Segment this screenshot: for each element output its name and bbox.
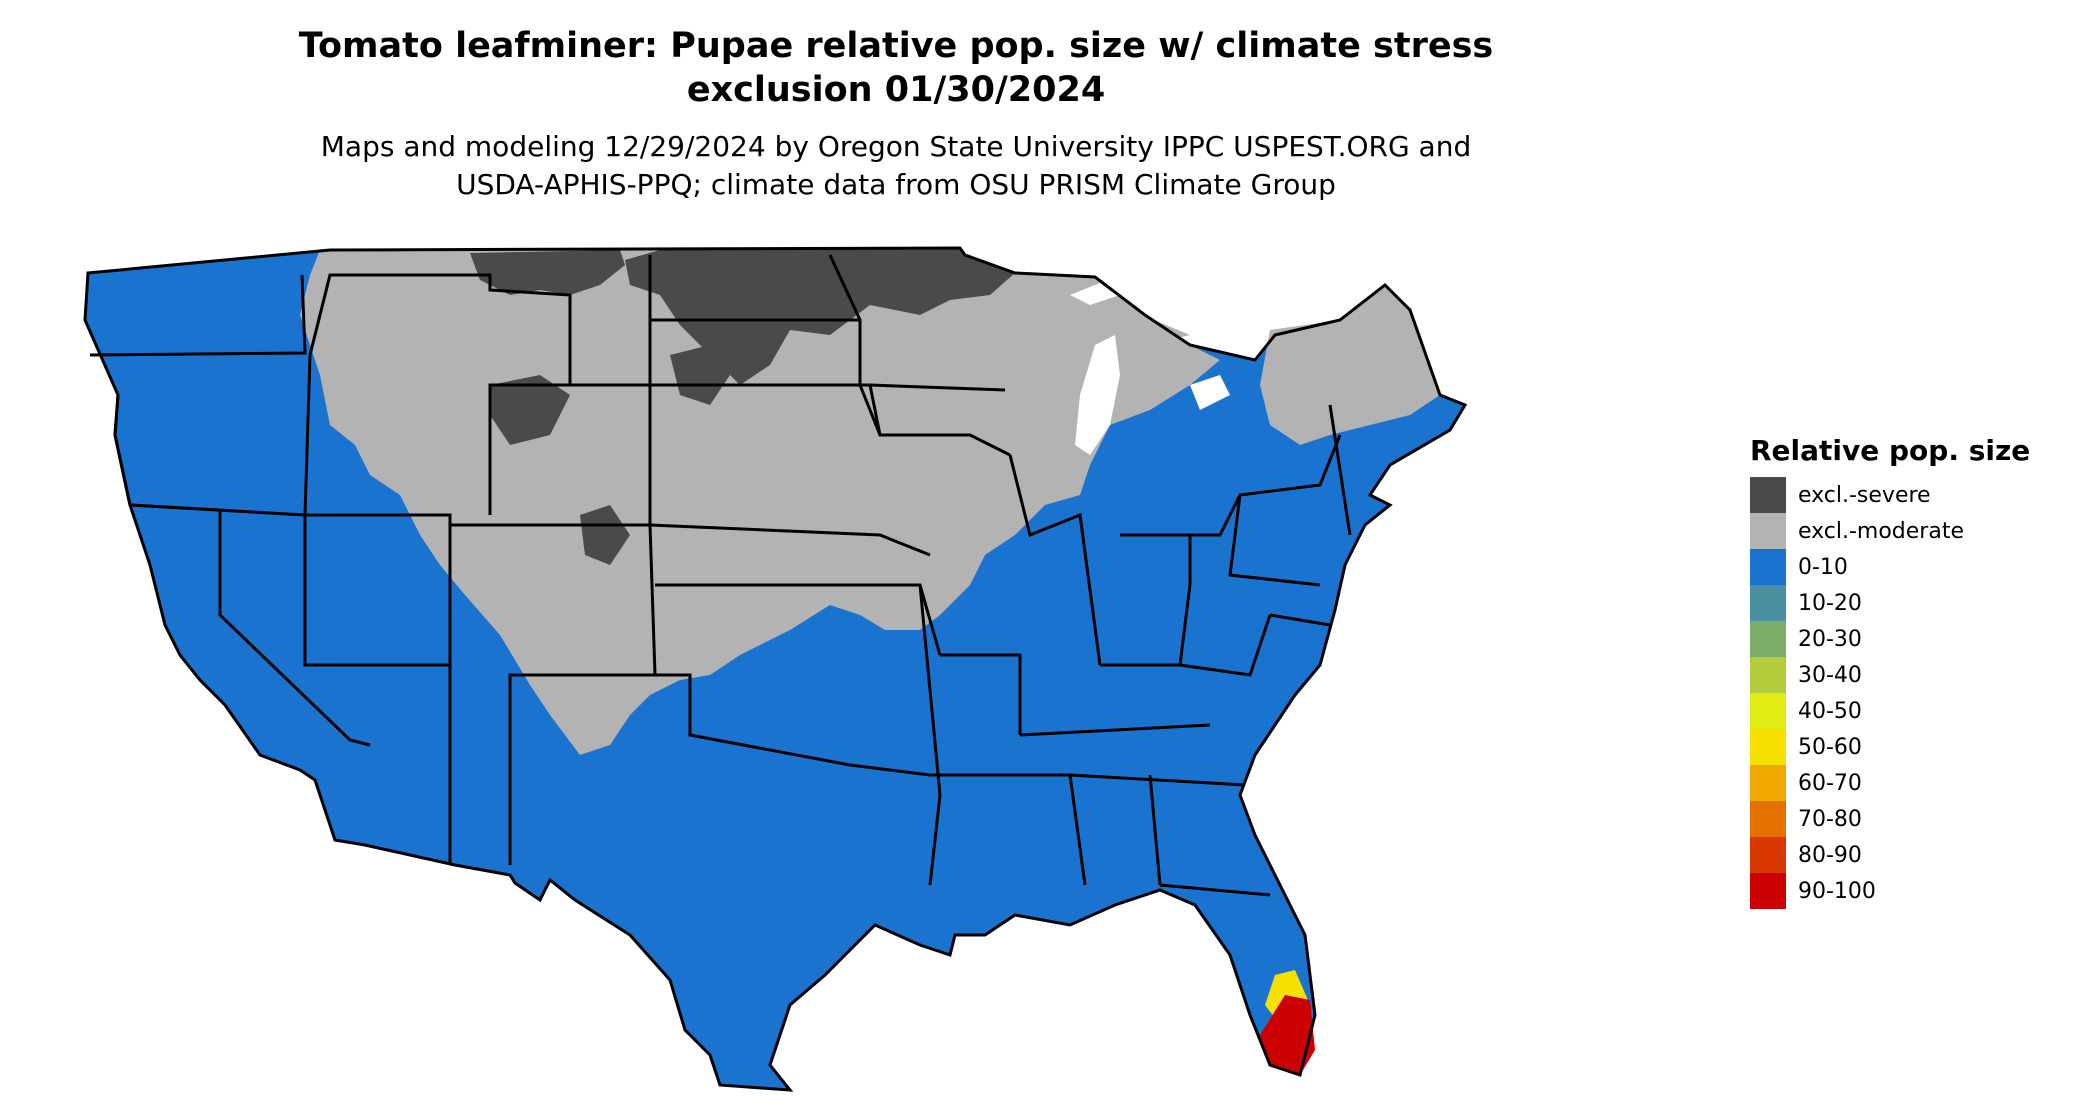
legend: Relative pop. size excl.-severe excl.-mod… xyxy=(1750,433,2030,909)
legend-label: 10-20 xyxy=(1798,590,1862,616)
legend-swatch xyxy=(1750,729,1786,765)
legend-label: excl.-severe xyxy=(1798,482,1931,508)
great-lakes xyxy=(1070,275,1230,455)
legend-label: 80-90 xyxy=(1798,842,1862,868)
legend-swatch xyxy=(1750,513,1786,549)
legend-item: 20-30 xyxy=(1750,621,2030,657)
legend-swatch xyxy=(1750,549,1786,585)
legend-item: excl.-moderate xyxy=(1750,513,2030,549)
map-title-line1: Tomato leafminer: Pupae relative pop. si… xyxy=(298,26,1494,66)
legend-label: 40-50 xyxy=(1798,698,1862,724)
legend-item: 40-50 xyxy=(1750,693,2030,729)
legend-swatch xyxy=(1750,693,1786,729)
legend-label: 0-10 xyxy=(1798,554,1848,580)
legend-item: 60-70 xyxy=(1750,765,2030,801)
moderate-exclusion-northeast xyxy=(1260,285,1440,445)
legend-swatch xyxy=(1750,657,1786,693)
legend-label: excl.-moderate xyxy=(1798,518,1964,544)
legend-label: 70-80 xyxy=(1798,806,1862,832)
legend-item: 30-40 xyxy=(1750,657,2030,693)
legend-label: 90-100 xyxy=(1798,878,1876,904)
legend-item: 70-80 xyxy=(1750,801,2030,837)
state-borders xyxy=(83,246,1468,1092)
severe-exclusion-wyoming-a xyxy=(490,375,570,445)
legend-swatch xyxy=(1750,873,1786,909)
florida-hot-core xyxy=(1260,995,1315,1075)
legend-title: Relative pop. size xyxy=(1750,434,2031,467)
legend-label: 60-70 xyxy=(1798,770,1862,796)
legend-item: 10-20 xyxy=(1750,585,2030,621)
legend-label: 20-30 xyxy=(1798,626,1862,652)
legend-item: excl.-severe xyxy=(1750,477,2030,513)
legend-swatch xyxy=(1750,621,1786,657)
legend-swatch xyxy=(1750,765,1786,801)
legend-label: 50-60 xyxy=(1798,734,1862,760)
legend-swatch xyxy=(1750,585,1786,621)
severe-exclusion-montana xyxy=(470,250,625,295)
severe-exclusion-north-dakota xyxy=(625,248,1015,385)
legend-items: excl.-severe excl.-moderate 0-10 10-20 20-30… xyxy=(1750,477,2030,909)
legend-item: 0-10 xyxy=(1750,549,2030,585)
legend-swatch xyxy=(1750,801,1786,837)
map-title-line2: exclusion 01/30/2024 xyxy=(686,70,1106,110)
legend-item: 50-60 xyxy=(1750,729,2030,765)
severe-exclusion-colorado xyxy=(580,505,630,565)
severe-exclusion-wyoming-b xyxy=(670,345,730,405)
map-subtitle-line1: Maps and modeling 12/29/2024 by Oregon S… xyxy=(320,130,1472,163)
legend-item: 90-100 xyxy=(1750,873,2030,909)
legend-swatch xyxy=(1750,837,1786,873)
map-subtitle-line2: USDA-APHIS-PPQ; climate data from OSU PR… xyxy=(456,168,1336,201)
legend-label: 30-40 xyxy=(1798,662,1862,688)
legend-swatch xyxy=(1750,477,1786,513)
us-population-map xyxy=(83,246,1468,1092)
legend-item: 80-90 xyxy=(1750,837,2030,873)
